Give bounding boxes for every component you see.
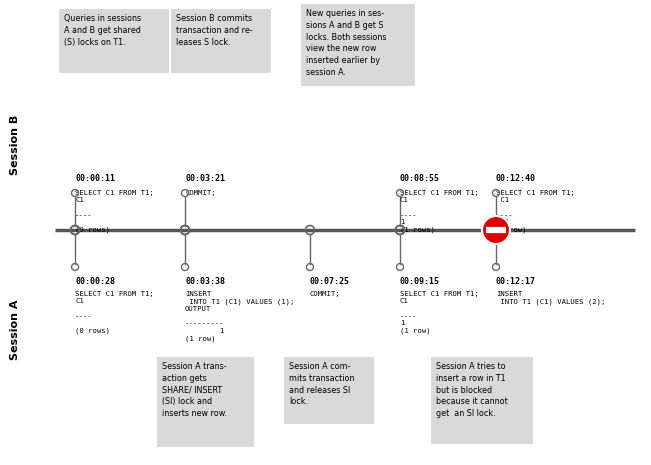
Text: 00:09:15: 00:09:15 xyxy=(400,277,440,286)
Text: 00:03:21: 00:03:21 xyxy=(185,174,225,183)
FancyBboxPatch shape xyxy=(157,357,254,447)
Text: Session B: Session B xyxy=(10,115,20,175)
Text: 00:00:11: 00:00:11 xyxy=(75,174,115,183)
Text: New queries in ses-
sions A and B get S
locks. Both sessions
view the new row
in: New queries in ses- sions A and B get S … xyxy=(306,9,387,77)
Text: COMMIT;: COMMIT; xyxy=(310,291,340,297)
Text: SELECT C1 FROM T1;
C1

----

(0 rows): SELECT C1 FROM T1; C1 ---- (0 rows) xyxy=(75,291,154,334)
FancyBboxPatch shape xyxy=(431,357,533,444)
Text: 00:12:17: 00:12:17 xyxy=(496,277,536,286)
Text: 00:07:25: 00:07:25 xyxy=(310,277,350,286)
Text: Session A: Session A xyxy=(10,300,20,360)
Text: INSERT
 INTO T1 (C1) VALUES (2);: INSERT INTO T1 (C1) VALUES (2); xyxy=(496,291,605,305)
Text: SELECT C1 FROM T1;
 C1

----
  1
(1 row): SELECT C1 FROM T1; C1 ---- 1 (1 row) xyxy=(496,190,575,233)
Text: Session A com-
mits transaction
and releases SI
lock.: Session A com- mits transaction and rele… xyxy=(289,362,355,406)
FancyBboxPatch shape xyxy=(301,4,415,86)
Text: INSERT
 INTO T1 (C1) VALUES (1);
OUTPUT

---------
        1
(1 row): INSERT INTO T1 (C1) VALUES (1); OUTPUT -… xyxy=(185,291,294,341)
Text: 00:08:55: 00:08:55 xyxy=(400,174,440,183)
Text: Session A tries to
insert a row in T1
but is blocked
because it cannot
get  an S: Session A tries to insert a row in T1 bu… xyxy=(436,362,508,418)
FancyBboxPatch shape xyxy=(59,9,169,73)
Text: SELECT C1 FROM T1;
C1

----

(0 rows): SELECT C1 FROM T1; C1 ---- (0 rows) xyxy=(75,190,154,233)
Ellipse shape xyxy=(482,216,510,244)
Text: Session B commits
transaction and re-
leases S lock.: Session B commits transaction and re- le… xyxy=(176,14,253,46)
Text: COMMIT;: COMMIT; xyxy=(185,190,215,196)
FancyBboxPatch shape xyxy=(284,357,374,424)
Text: Session A trans-
action gets
SHARE/ INSERT
(SI) lock and
inserts new row.: Session A trans- action gets SHARE/ INSE… xyxy=(162,362,227,418)
Text: SELECT C1 FROM T1;
C1

----
1
(1 row): SELECT C1 FROM T1; C1 ---- 1 (1 row) xyxy=(400,291,478,334)
FancyBboxPatch shape xyxy=(171,9,271,73)
Text: Queries in sessions
A and B get shared
(S) locks on T1.: Queries in sessions A and B get shared (… xyxy=(64,14,141,46)
Text: 00:03:38: 00:03:38 xyxy=(185,277,225,286)
Text: SELECT C1 FROM T1;
C1

----
1
(1 rows): SELECT C1 FROM T1; C1 ---- 1 (1 rows) xyxy=(400,190,478,233)
Text: 00:00:28: 00:00:28 xyxy=(75,277,115,286)
Text: 00:12:40: 00:12:40 xyxy=(496,174,536,183)
